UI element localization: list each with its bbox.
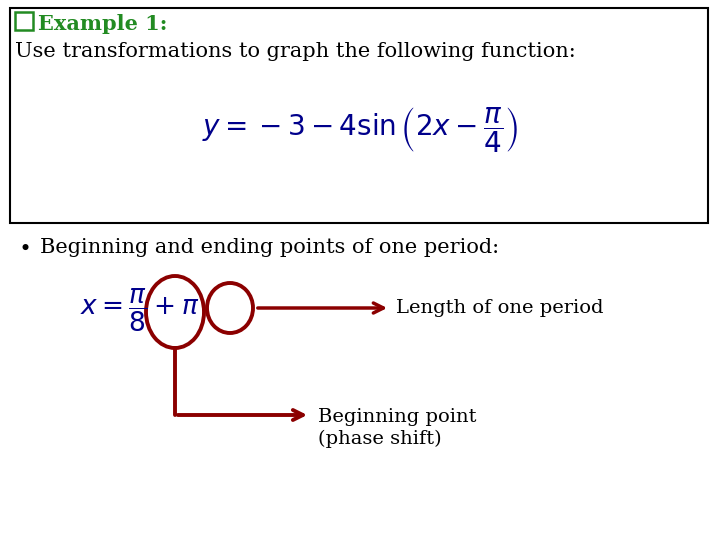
Text: Length of one period: Length of one period: [396, 299, 603, 317]
Text: $x = \dfrac{\pi}{8} + \pi$: $x = \dfrac{\pi}{8} + \pi$: [80, 286, 199, 334]
Text: Use transformations to graph the following function:: Use transformations to graph the followi…: [15, 42, 576, 61]
Text: Beginning point: Beginning point: [318, 408, 477, 426]
Text: $y = -3 - 4\sin\left(2x - \dfrac{\pi}{4}\right)$: $y = -3 - 4\sin\left(2x - \dfrac{\pi}{4}…: [202, 105, 518, 155]
Bar: [15, 12, 33, 30]
FancyBboxPatch shape: [10, 8, 708, 223]
Text: $\bullet$: $\bullet$: [18, 238, 30, 257]
Text: Example 1:: Example 1:: [38, 14, 167, 34]
Text: Beginning and ending points of one period:: Beginning and ending points of one perio…: [40, 238, 499, 257]
Text: (phase shift): (phase shift): [318, 430, 441, 448]
